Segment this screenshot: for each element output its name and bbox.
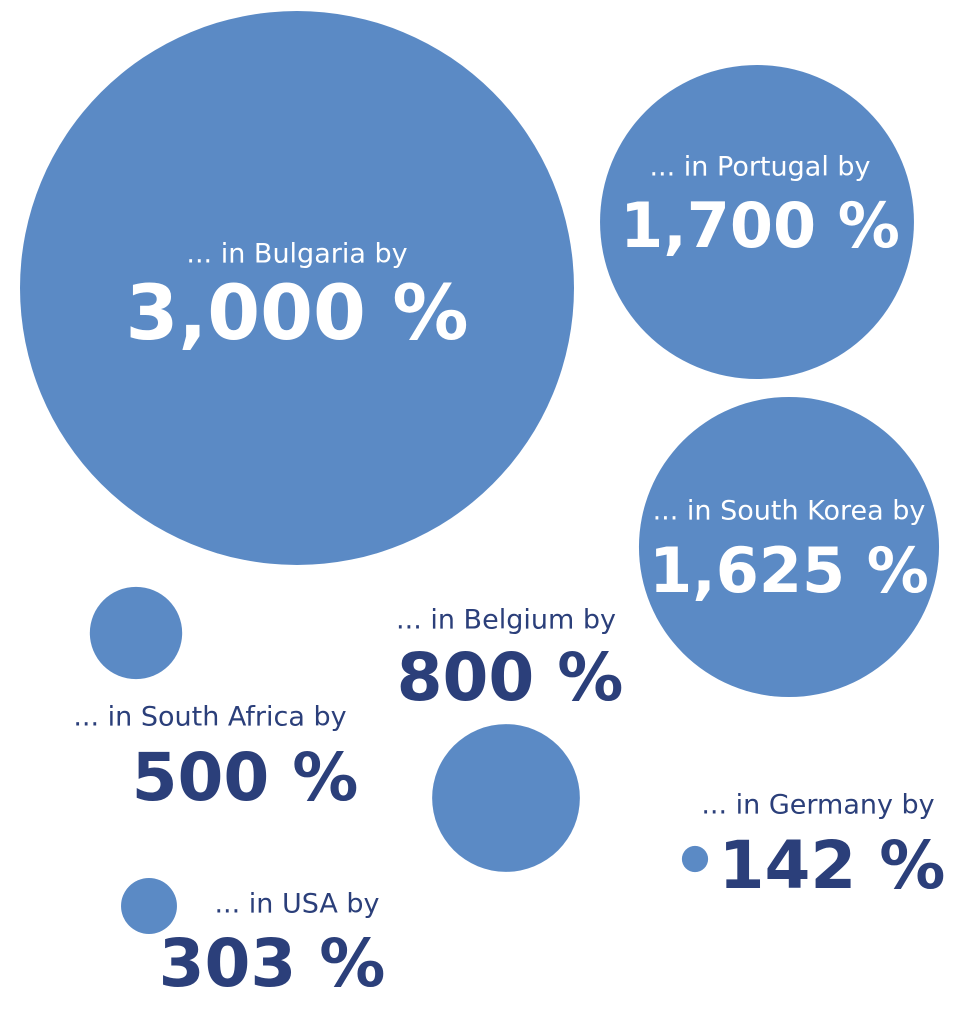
bubble-label: ... in South Korea by: [653, 496, 926, 527]
bubble: [121, 878, 177, 934]
bubble-label: ... in Bulgaria by: [186, 239, 407, 270]
value-label: 800 %: [397, 639, 624, 716]
value-label: 1,625 %: [649, 534, 929, 607]
value-label: 142 %: [719, 827, 946, 904]
value-label: 3,000 %: [125, 268, 468, 357]
bubble-label: ... in Portugal by: [649, 152, 870, 183]
value-label: 500 %: [132, 739, 359, 816]
bubble-label: ... in South Africa by: [73, 702, 346, 733]
bubble: [432, 724, 580, 872]
bubble-label: ... in Germany by: [701, 790, 934, 821]
bubble: [681, 845, 709, 873]
bubble: [20, 11, 574, 565]
bubble: [600, 65, 914, 379]
bubble: [89, 586, 183, 680]
bubble: [638, 396, 940, 698]
value-label: 1,700 %: [620, 189, 900, 262]
value-label: 303 %: [159, 925, 386, 1002]
bubble-label: ... in Belgium by: [396, 605, 616, 636]
bubble-label: ... in USA by: [214, 889, 379, 920]
